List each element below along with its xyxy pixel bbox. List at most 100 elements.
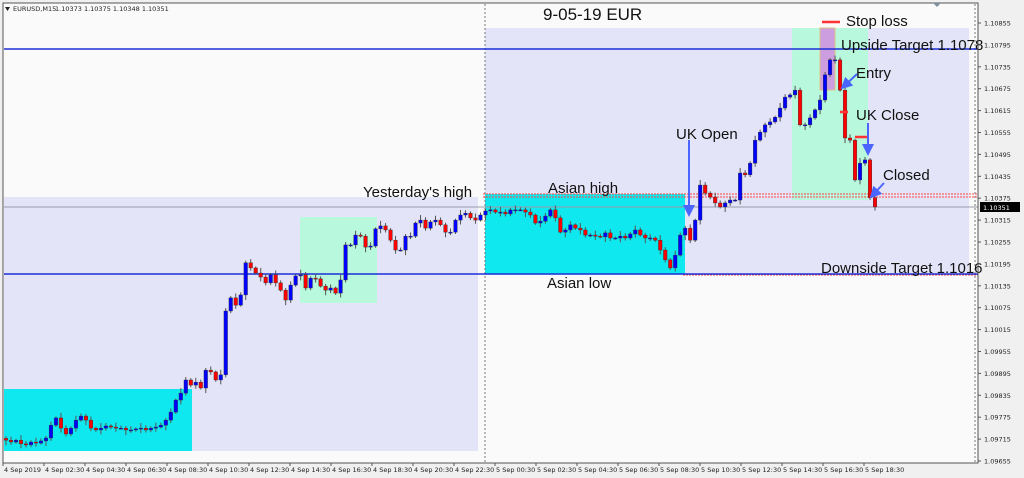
- bull-candle: [588, 234, 593, 237]
- bear-candle: [253, 267, 258, 274]
- bull-candle: [298, 274, 303, 277]
- bull-candle: [478, 214, 483, 221]
- downside-target-label: Downside Target 1.1016: [821, 260, 983, 277]
- bull-candle: [218, 374, 223, 381]
- bull-candle: [133, 428, 138, 431]
- upside-target-label: Upside Target 1.1078: [841, 37, 983, 54]
- bull-candle: [808, 117, 813, 126]
- bear-candle: [58, 417, 63, 429]
- bull-candle: [163, 419, 168, 426]
- bear-candle: [318, 278, 323, 287]
- bull-candle: [543, 215, 548, 222]
- bull-candle: [458, 214, 463, 221]
- bull-candle: [348, 244, 353, 247]
- time-tick-label: 5 Sep 06:30: [619, 466, 658, 474]
- bull-candle: [538, 220, 543, 224]
- bear-candle: [663, 249, 668, 261]
- bull-candle: [433, 219, 438, 223]
- bull-candle: [308, 277, 313, 289]
- bear-candle: [323, 285, 328, 291]
- bear-candle: [553, 209, 558, 219]
- bull-candle: [118, 427, 123, 430]
- stop-loss-label: Stop loss: [846, 13, 908, 30]
- bull-candle: [43, 437, 48, 442]
- bull-candle: [633, 229, 638, 235]
- bull-candle: [98, 427, 103, 431]
- bear-candle: [88, 419, 93, 429]
- uk-open-label: UK Open: [676, 126, 738, 143]
- bull-candle: [513, 209, 518, 212]
- bull-candle: [13, 439, 18, 443]
- bear-candle: [233, 297, 238, 306]
- time-tick-label: 4 Sep 14:30: [291, 466, 330, 474]
- bull-candle: [783, 96, 788, 109]
- shift-marker-icon[interactable]: [933, 3, 941, 7]
- bear-candle: [393, 239, 398, 251]
- bear-candle: [853, 139, 858, 181]
- bull-candle: [378, 225, 383, 230]
- bull-candle: [863, 159, 868, 164]
- bull-candle: [738, 172, 743, 201]
- bull-candle: [548, 209, 553, 217]
- bull-candle: [748, 162, 753, 176]
- asian-low-label: Asian low: [547, 275, 611, 292]
- bear-candle: [93, 427, 98, 431]
- bull-candle: [448, 231, 453, 234]
- symbol-label: EURUSD,M15: [13, 5, 56, 13]
- time-tick-label: 4 Sep 06:30: [127, 466, 166, 474]
- price-tick-label: 1.10435: [984, 173, 1011, 181]
- dropdown-triangle-icon[interactable]: [5, 7, 10, 11]
- bull-candle: [268, 274, 273, 284]
- price-tick-label: 1.10315: [984, 217, 1011, 225]
- price-tick-label: 1.10255: [984, 239, 1011, 247]
- price-tick-label: 1.09955: [984, 348, 1011, 356]
- time-tick-label: 4 Sep 12:30: [250, 466, 289, 474]
- bull-candle: [773, 116, 778, 123]
- bull-candle: [403, 235, 408, 251]
- bull-candle: [483, 210, 488, 216]
- bear-candle: [108, 425, 113, 428]
- bear-candle: [623, 235, 628, 239]
- bear-candle: [303, 274, 308, 289]
- bear-candle: [283, 289, 288, 301]
- bull-candle: [373, 228, 378, 247]
- bull-candle: [183, 379, 188, 394]
- bull-candle: [173, 399, 178, 413]
- bear-candle: [843, 89, 848, 139]
- bull-candle: [858, 162, 863, 181]
- bear-candle: [528, 211, 533, 216]
- bear-candle: [848, 137, 853, 141]
- bull-candle: [683, 227, 688, 236]
- time-tick-label: 5 Sep 08:30: [660, 466, 699, 474]
- bear-candle: [638, 229, 643, 236]
- bear-candle: [358, 234, 363, 237]
- bear-candle: [3, 438, 8, 441]
- bull-candle: [103, 425, 108, 429]
- entry-label: Entry: [856, 65, 892, 82]
- london-box-sep4: [300, 217, 377, 303]
- time-tick-label: 4 Sep 08:30: [168, 466, 207, 474]
- time-axis: 4 Sep 2019 4 Sep 02:30 4 Sep 04:30 4 Sep 06…: [2, 462, 978, 474]
- price-tick-label: 1.10795: [984, 41, 1011, 49]
- bear-candle: [198, 381, 203, 389]
- asian-box-sep4: [4, 389, 192, 451]
- bull-candle: [78, 415, 83, 421]
- bull-candle: [463, 212, 468, 216]
- bull-candle: [178, 392, 183, 401]
- time-tick-label: 5 Sep 18:30: [865, 466, 904, 474]
- bear-candle: [573, 224, 578, 229]
- bear-candle: [363, 235, 368, 248]
- bear-candle: [583, 229, 588, 236]
- bull-candle: [293, 275, 298, 286]
- time-tick-label: 4 Sep 02:30: [45, 466, 84, 474]
- bear-candle: [113, 426, 118, 429]
- bear-candle: [278, 282, 283, 291]
- bull-candle: [48, 425, 53, 439]
- bear-candle: [258, 272, 263, 278]
- bear-candle: [473, 217, 478, 221]
- time-tick-label: 4 Sep 16:30: [332, 466, 371, 474]
- bear-candle: [33, 441, 38, 444]
- time-tick-label: 5 Sep 16:30: [824, 466, 863, 474]
- current-price-value: 1.10351: [983, 204, 1010, 212]
